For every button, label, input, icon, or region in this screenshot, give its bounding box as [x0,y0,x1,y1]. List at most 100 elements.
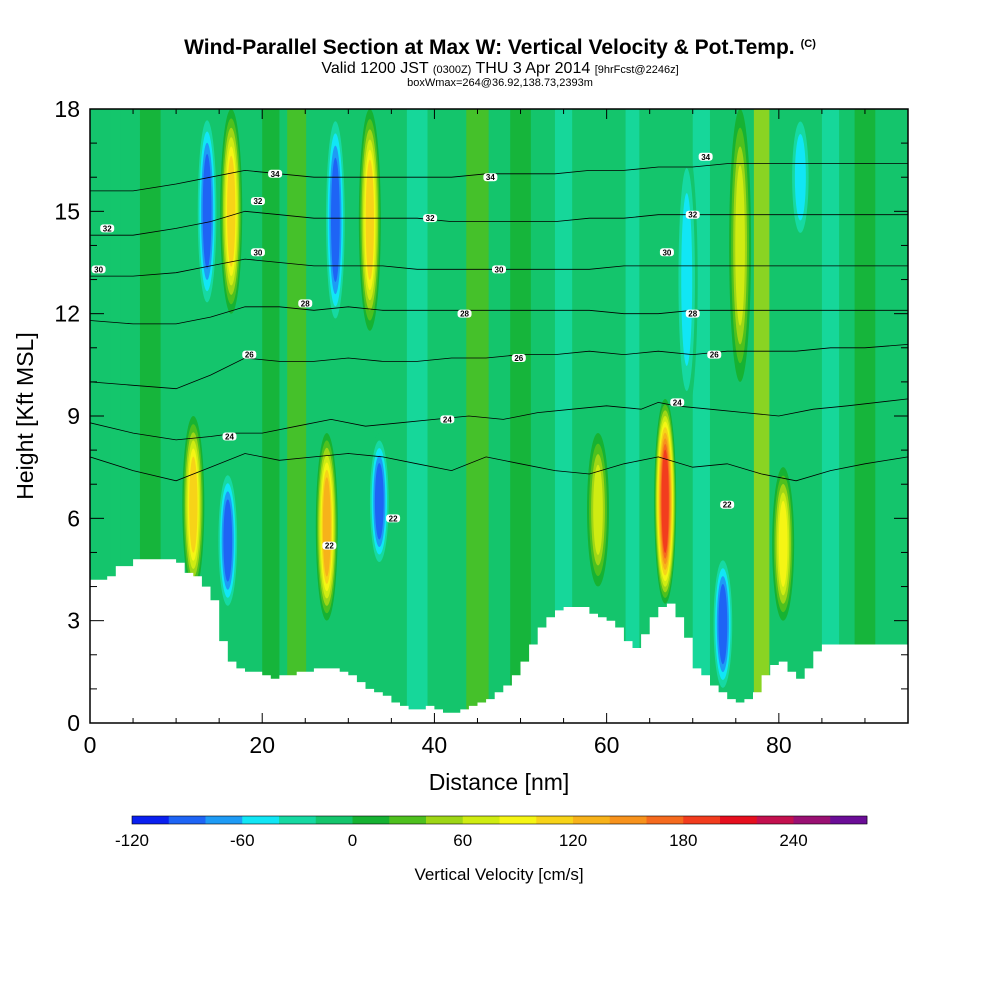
velocity-contour-fill [374,463,384,540]
theta-label: 30 [94,265,103,274]
velocity-feature [182,416,205,594]
colorbar-swatch [462,816,500,824]
colorbar-frame [131,815,868,825]
x-tick-label: 0 [84,732,97,758]
theta-label-box [720,500,735,509]
theta-label: 24 [225,432,234,441]
theta-label: 32 [103,224,112,233]
theta-label: 26 [514,354,523,363]
theta-label-box [698,152,713,161]
colorbar-tick-label: -60 [230,831,255,850]
theta-label-box [386,514,401,523]
theta-label: 28 [460,310,469,319]
colorbar-swatch [352,816,390,824]
theta-label-box [440,415,455,424]
velocity-contour-fill [365,159,374,280]
velocity-feature [368,433,391,570]
colorbar-swatch [242,816,280,824]
theta-label-box [298,299,313,308]
velocity-contour-fill [227,155,236,267]
theta-label-box [250,248,265,257]
theta-label: 28 [301,299,310,308]
velocity-feature [358,109,381,331]
velocity-feature [789,109,812,246]
field-band [625,109,640,723]
y-tick-label: 6 [67,505,80,531]
theta-label-box [322,541,337,550]
velocity-feature [675,143,698,417]
field-band [262,109,280,723]
velocity-contour-fill [735,165,745,326]
x-tick-label: 60 [594,732,620,758]
colorbar-swatch [205,816,243,824]
velocity-feature [220,109,243,314]
theta-label: 22 [723,501,732,510]
colorbar-swatch [499,816,537,824]
theta-contour-line [90,210,908,236]
y-tick-label: 15 [54,198,80,224]
theta-label-box [100,224,115,233]
theta-contours [90,163,908,482]
theta-labels: 22 22 22 24 24 24 26 26 26 28 28 28 30 30 30 30 32 32 32 32… [91,152,735,551]
field-band [854,109,876,723]
field-band [821,109,840,723]
plot-area: 22 22 22 24 24 24 26 26 26 28 28 28 30 30 30 30 32 32 32 32… [90,109,908,723]
theta-label: 32 [253,197,262,206]
colorbar-swatch [389,816,427,824]
chart-title: Wind-Parallel Section at Max W: Vertical… [0,36,1000,60]
velocity-contour-fill [778,500,788,587]
field-band [554,109,573,723]
theta-label: 26 [245,351,254,360]
theta-label-box [423,214,438,223]
field-band [466,109,489,723]
theta-label-box [659,248,674,257]
colorbar-swatch [279,816,317,824]
axes: 0 20 40 60 80 0 3 6 9 12 15 18 [54,96,908,758]
field-band [111,109,121,723]
theta-label: 24 [673,398,682,407]
x-axis-label: Distance [nm] [429,769,570,795]
box-info: boxWmax=264@36.92,138.73,2393m [407,77,593,89]
terrain [90,559,908,723]
theta-label-box [511,354,526,363]
velocity-contour-fill [661,449,669,553]
valid-zulu: (0300Z) [432,64,472,76]
velocity-feature [216,467,239,614]
colorbar-swatch [609,816,647,824]
theta-label: 26 [710,351,719,360]
forecast-info: [9hrFcst@2246z] [594,64,679,76]
colorbar-swatch [720,816,758,824]
y-tick-label: 3 [67,608,80,634]
colorbar-tick-label: 240 [779,831,807,850]
colorbar-tick-label: -120 [115,831,149,850]
velocity-feature [324,109,347,331]
colorbar-swatch [168,816,206,824]
velocity-contour-fill [794,134,806,221]
theta-label: 30 [253,248,262,257]
colorbar-label: Vertical Velocity [cm/s] [414,865,583,884]
colorbar-tick-label: 180 [669,831,697,850]
theta-label-box [91,265,106,274]
theta-contour-line [90,163,908,192]
y-tick-label: 0 [67,710,80,736]
x-tick-label: 40 [422,732,448,758]
theta-label: 30 [495,265,504,274]
theta-label: 28 [688,310,697,319]
colorbar-swatch [830,816,868,824]
colorbar-tick-label: 60 [453,831,472,850]
chart-title-mark: (C) [800,38,816,50]
theta-label-box [250,197,265,206]
velocity-feature [654,398,677,604]
y-tick-label: 18 [54,96,80,122]
theta-label-box [242,350,257,359]
theta-contour-line [90,306,908,325]
theta-contour-line [90,453,908,482]
theta-label: 30 [662,248,671,257]
theta-label-box [457,309,472,318]
chart-title-text: Wind-Parallel Section at Max W: Vertical… [184,36,795,59]
theta-label: 34 [486,173,495,182]
velocity-contour-fill [681,193,693,366]
theta-label-box [222,432,237,441]
theta-label: 32 [688,211,697,220]
theta-label: 22 [389,514,398,523]
